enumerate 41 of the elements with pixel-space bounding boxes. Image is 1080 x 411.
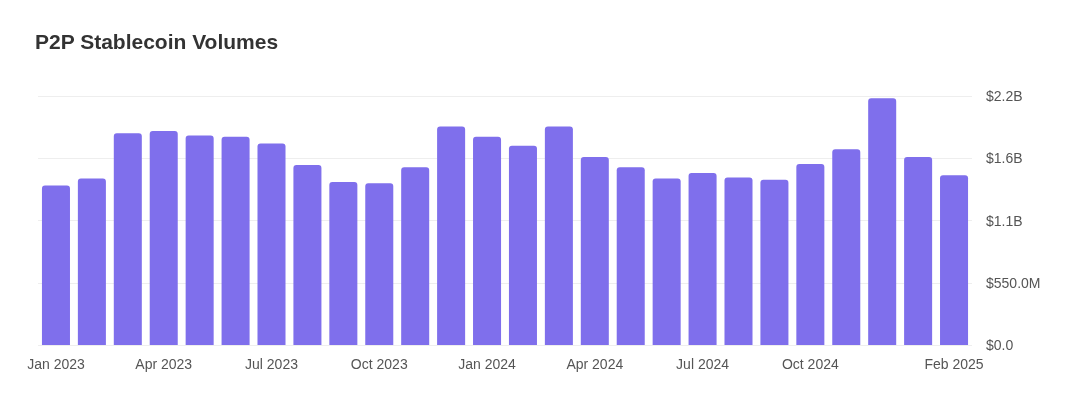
x-tick-label: Jul 2023 [245, 356, 299, 372]
bar [832, 149, 861, 345]
bar [544, 126, 573, 345]
bar [41, 185, 70, 345]
bar [437, 126, 466, 345]
bar [77, 178, 106, 345]
x-tick-label: Apr 2023 [135, 356, 193, 372]
bar [185, 135, 214, 345]
y-tick-label: $550.0M [986, 274, 1041, 291]
x-tick-label: Apr 2024 [566, 356, 624, 372]
bar [473, 136, 502, 345]
bar [616, 167, 645, 345]
bar [365, 183, 394, 345]
x-tick-label: Jan 2024 [458, 356, 517, 372]
y-tick-label: $0.0 [986, 337, 1014, 353]
x-tick-label: Jul 2024 [676, 356, 730, 372]
bar [940, 175, 969, 345]
y-tick-label: $1.6B [986, 150, 1023, 167]
bar [796, 163, 825, 345]
x-tick-label: Jan 2023 [27, 356, 85, 372]
bar [401, 167, 430, 345]
bar [293, 165, 322, 345]
bar [221, 136, 250, 345]
bar [724, 177, 753, 345]
y-tick-label: $1.1B [986, 212, 1023, 229]
bar [149, 131, 178, 345]
x-tick-label: Feb 2025 [924, 356, 984, 372]
bar [760, 179, 789, 345]
x-tick-label: Oct 2023 [350, 356, 408, 372]
bar [113, 133, 142, 345]
bar [652, 178, 681, 345]
bar [257, 143, 286, 345]
bar [329, 182, 358, 345]
bar [580, 157, 609, 345]
bar [904, 157, 933, 345]
bar [508, 145, 537, 345]
y-tick-label: $2.2B [986, 88, 1023, 104]
bar [868, 98, 897, 345]
bar [688, 172, 717, 345]
x-tick-label: Oct 2024 [781, 356, 839, 372]
chart-title: P2P Stablecoin Volumes [35, 30, 279, 53]
